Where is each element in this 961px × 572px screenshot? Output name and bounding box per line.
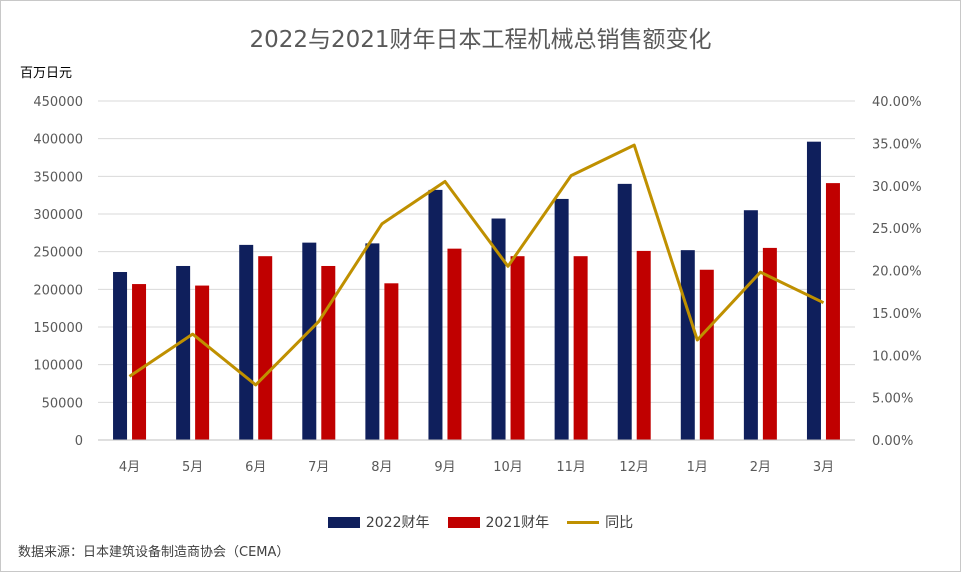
y-tick-label: 350000 [33, 170, 83, 185]
y2-tick-label: 5.00% [872, 392, 913, 407]
bar-2022 [806, 141, 821, 440]
bar-2022 [302, 242, 317, 440]
legend-item-2021: 2021财年 [447, 512, 550, 532]
x-tick-label: 4月 [119, 460, 140, 475]
y-tick-label: 50000 [42, 396, 83, 411]
bar-2021 [321, 265, 336, 440]
x-tick-label: 3月 [813, 460, 834, 475]
x-tick-label: 6月 [245, 460, 266, 475]
bar-2021 [195, 285, 210, 440]
x-tick-label: 11月 [556, 460, 586, 475]
bar-2021 [384, 283, 399, 440]
x-tick-label: 1月 [687, 460, 708, 475]
bar-2022 [176, 265, 191, 440]
x-tick-label: 7月 [308, 460, 329, 475]
legend-swatch-yoy [567, 520, 600, 524]
y2-tick-label: 30.00% [872, 180, 922, 195]
x-tick-label: 5月 [182, 460, 203, 475]
bar-2022 [491, 218, 506, 440]
legend: 2022财年 2021财年 同比 [0, 512, 961, 532]
x-tick-label: 2月 [750, 460, 771, 475]
y2-tick-label: 35.00% [872, 137, 922, 152]
chart-title: 2022与2021财年日本工程机械总销售额变化 [249, 27, 712, 53]
bar-2021 [510, 256, 525, 440]
y-tick-label: 400000 [33, 133, 83, 148]
y2-tick-label: 0.00% [872, 434, 913, 449]
bar-2021 [825, 183, 840, 440]
y-tick-label: 0 [75, 434, 83, 449]
source-note: 数据来源：日本建筑设备制造商协会（CEMA） [18, 545, 290, 560]
legend-swatch-2022 [327, 516, 360, 528]
legend-label-yoy: 同比 [605, 515, 634, 531]
bar-2021 [447, 248, 462, 440]
y-axis-unit-label: 百万日元 [20, 66, 73, 81]
bar-2021 [636, 250, 651, 440]
legend-item-2022: 2022财年 [327, 512, 430, 532]
y-tick-label: 150000 [33, 321, 83, 336]
y2-tick-label: 20.00% [872, 265, 922, 280]
bar-2021 [573, 256, 588, 440]
bar-2022 [617, 183, 632, 440]
legend-item-yoy: 同比 [567, 512, 633, 532]
y2-tick-label: 15.00% [872, 307, 922, 322]
bar-2022 [743, 210, 758, 440]
bar-2021 [258, 256, 273, 440]
y2-tick-label: 10.00% [872, 349, 922, 364]
bar-2022 [113, 272, 128, 440]
yoy-line [128, 143, 825, 387]
bar-2022 [680, 250, 695, 440]
bar-2021 [699, 269, 714, 440]
bar-2021 [762, 247, 777, 440]
y-tick-label: 300000 [33, 208, 83, 223]
x-tick-label: 8月 [371, 460, 392, 475]
x-tick-label: 10月 [493, 460, 523, 475]
y2-tick-label: 25.00% [872, 222, 922, 237]
bar-2021 [132, 284, 147, 440]
legend-label-2022: 2022财年 [365, 515, 430, 531]
bar-2022 [239, 244, 254, 440]
x-tick-label: 9月 [434, 460, 455, 475]
y-tick-label: 200000 [33, 283, 83, 298]
legend-label-2021: 2021财年 [485, 515, 550, 531]
y-tick-label: 100000 [33, 359, 83, 374]
bar-2022 [365, 243, 380, 440]
x-tick-label: 12月 [619, 460, 649, 475]
y-tick-label: 250000 [33, 246, 83, 261]
y2-tick-label: 40.00% [872, 95, 922, 110]
legend-swatch-2021 [447, 516, 480, 528]
bar-2022 [428, 189, 443, 440]
y-tick-label: 450000 [33, 95, 83, 110]
bar-2022 [554, 198, 569, 440]
